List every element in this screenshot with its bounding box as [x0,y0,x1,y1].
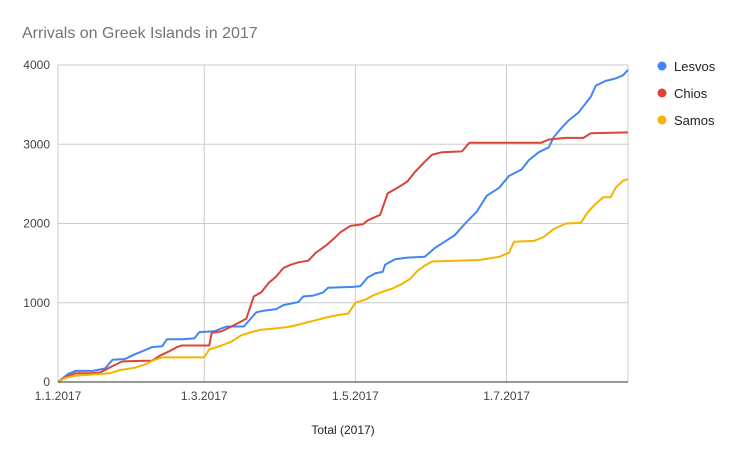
y-tick-label: 3000 [23,137,50,151]
x-tick-label: 1.5.2017 [332,389,379,403]
y-tick-label: 0 [43,375,50,389]
legend-swatch-samos [657,115,667,125]
x-tick-label: 1.7.2017 [483,389,530,403]
legend-swatch-chios [657,88,667,98]
x-tick-label: 1.3.2017 [181,389,228,403]
legend-label-samos: Samos [674,113,715,128]
series-line-lesvos [57,69,629,383]
series-line-samos [57,178,629,383]
series-line-chios [57,131,629,383]
chart-title: Arrivals on Greek Islands in 2017 [22,25,258,42]
x-axis-title: Total (2017) [311,423,374,437]
y-axis-ticks: 0 1000 2000 3000 4000 [23,58,50,389]
legend-label-chios: Chios [674,86,708,101]
series-lines [57,69,629,383]
gridlines [57,64,629,382]
y-tick-label: 2000 [23,217,50,231]
x-tick-label: 1.1.2017 [35,389,82,403]
x-axis-ticks: 1.1.2017 1.3.2017 1.5.2017 1.7.2017 [35,389,531,403]
y-tick-label: 1000 [23,296,50,310]
legend-swatch-lesvos [657,61,667,71]
y-tick-label: 4000 [23,58,50,72]
legend-label-lesvos: Lesvos [674,59,716,74]
legend: Lesvos Chios Samos [657,59,716,128]
